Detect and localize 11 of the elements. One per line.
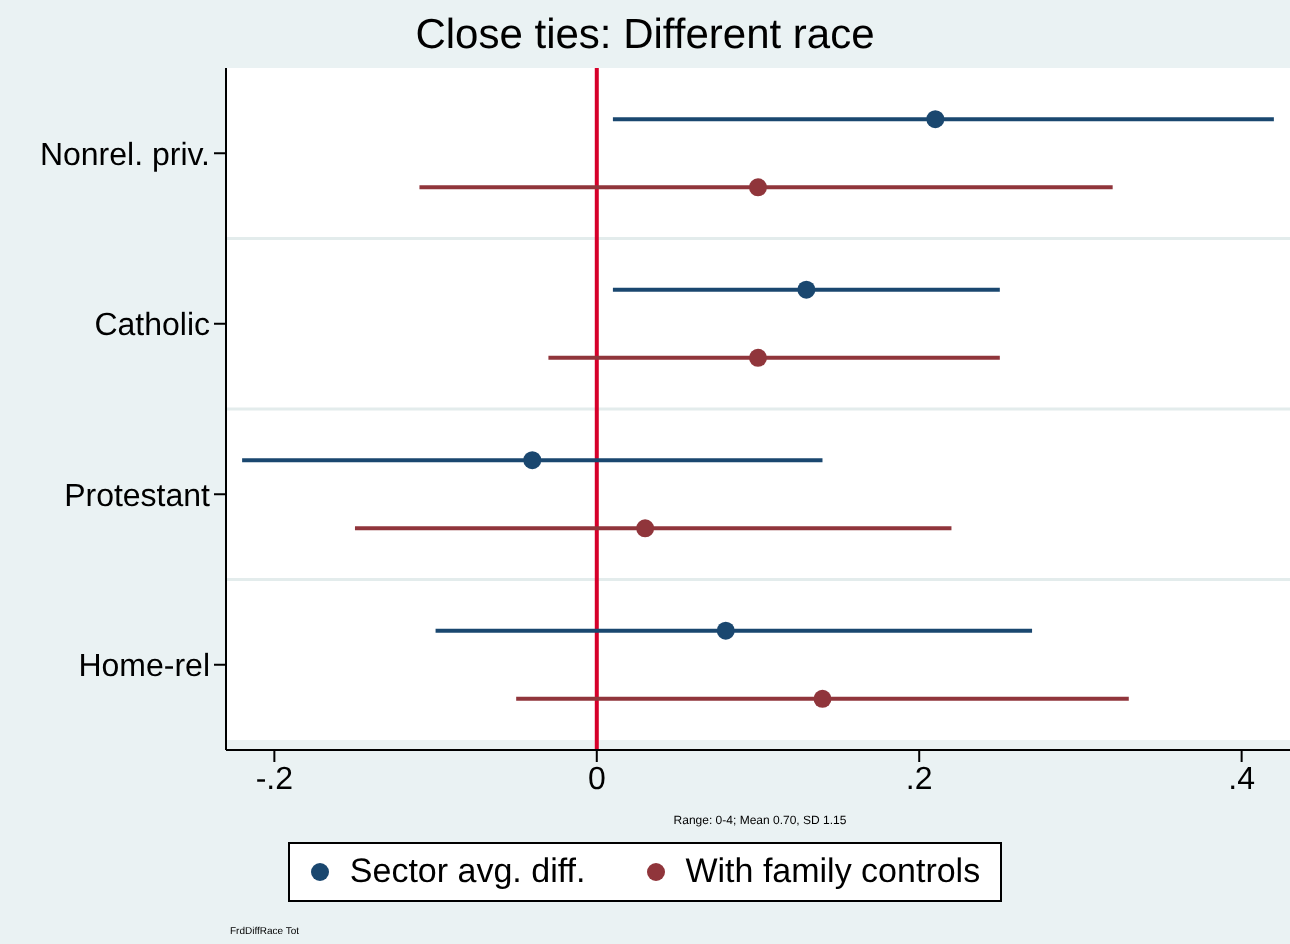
chart-title: Close ties: Different race: [413, 12, 877, 60]
y-tick-label: Home-rel: [78, 650, 210, 685]
y-tick-label: Catholic: [94, 309, 210, 344]
legend-label: Sector avg. diff.: [349, 852, 586, 892]
y-tick-label: Protestant: [64, 479, 212, 514]
legend-label: With family controls: [685, 852, 981, 892]
y-tick-label: Nonrel. priv.: [39, 138, 210, 173]
x-tick-label: .4: [1228, 762, 1256, 797]
x-tick-label: 0: [587, 762, 606, 797]
x-tick-label: -.2: [255, 762, 294, 797]
x-tick-label: .2: [905, 762, 933, 797]
